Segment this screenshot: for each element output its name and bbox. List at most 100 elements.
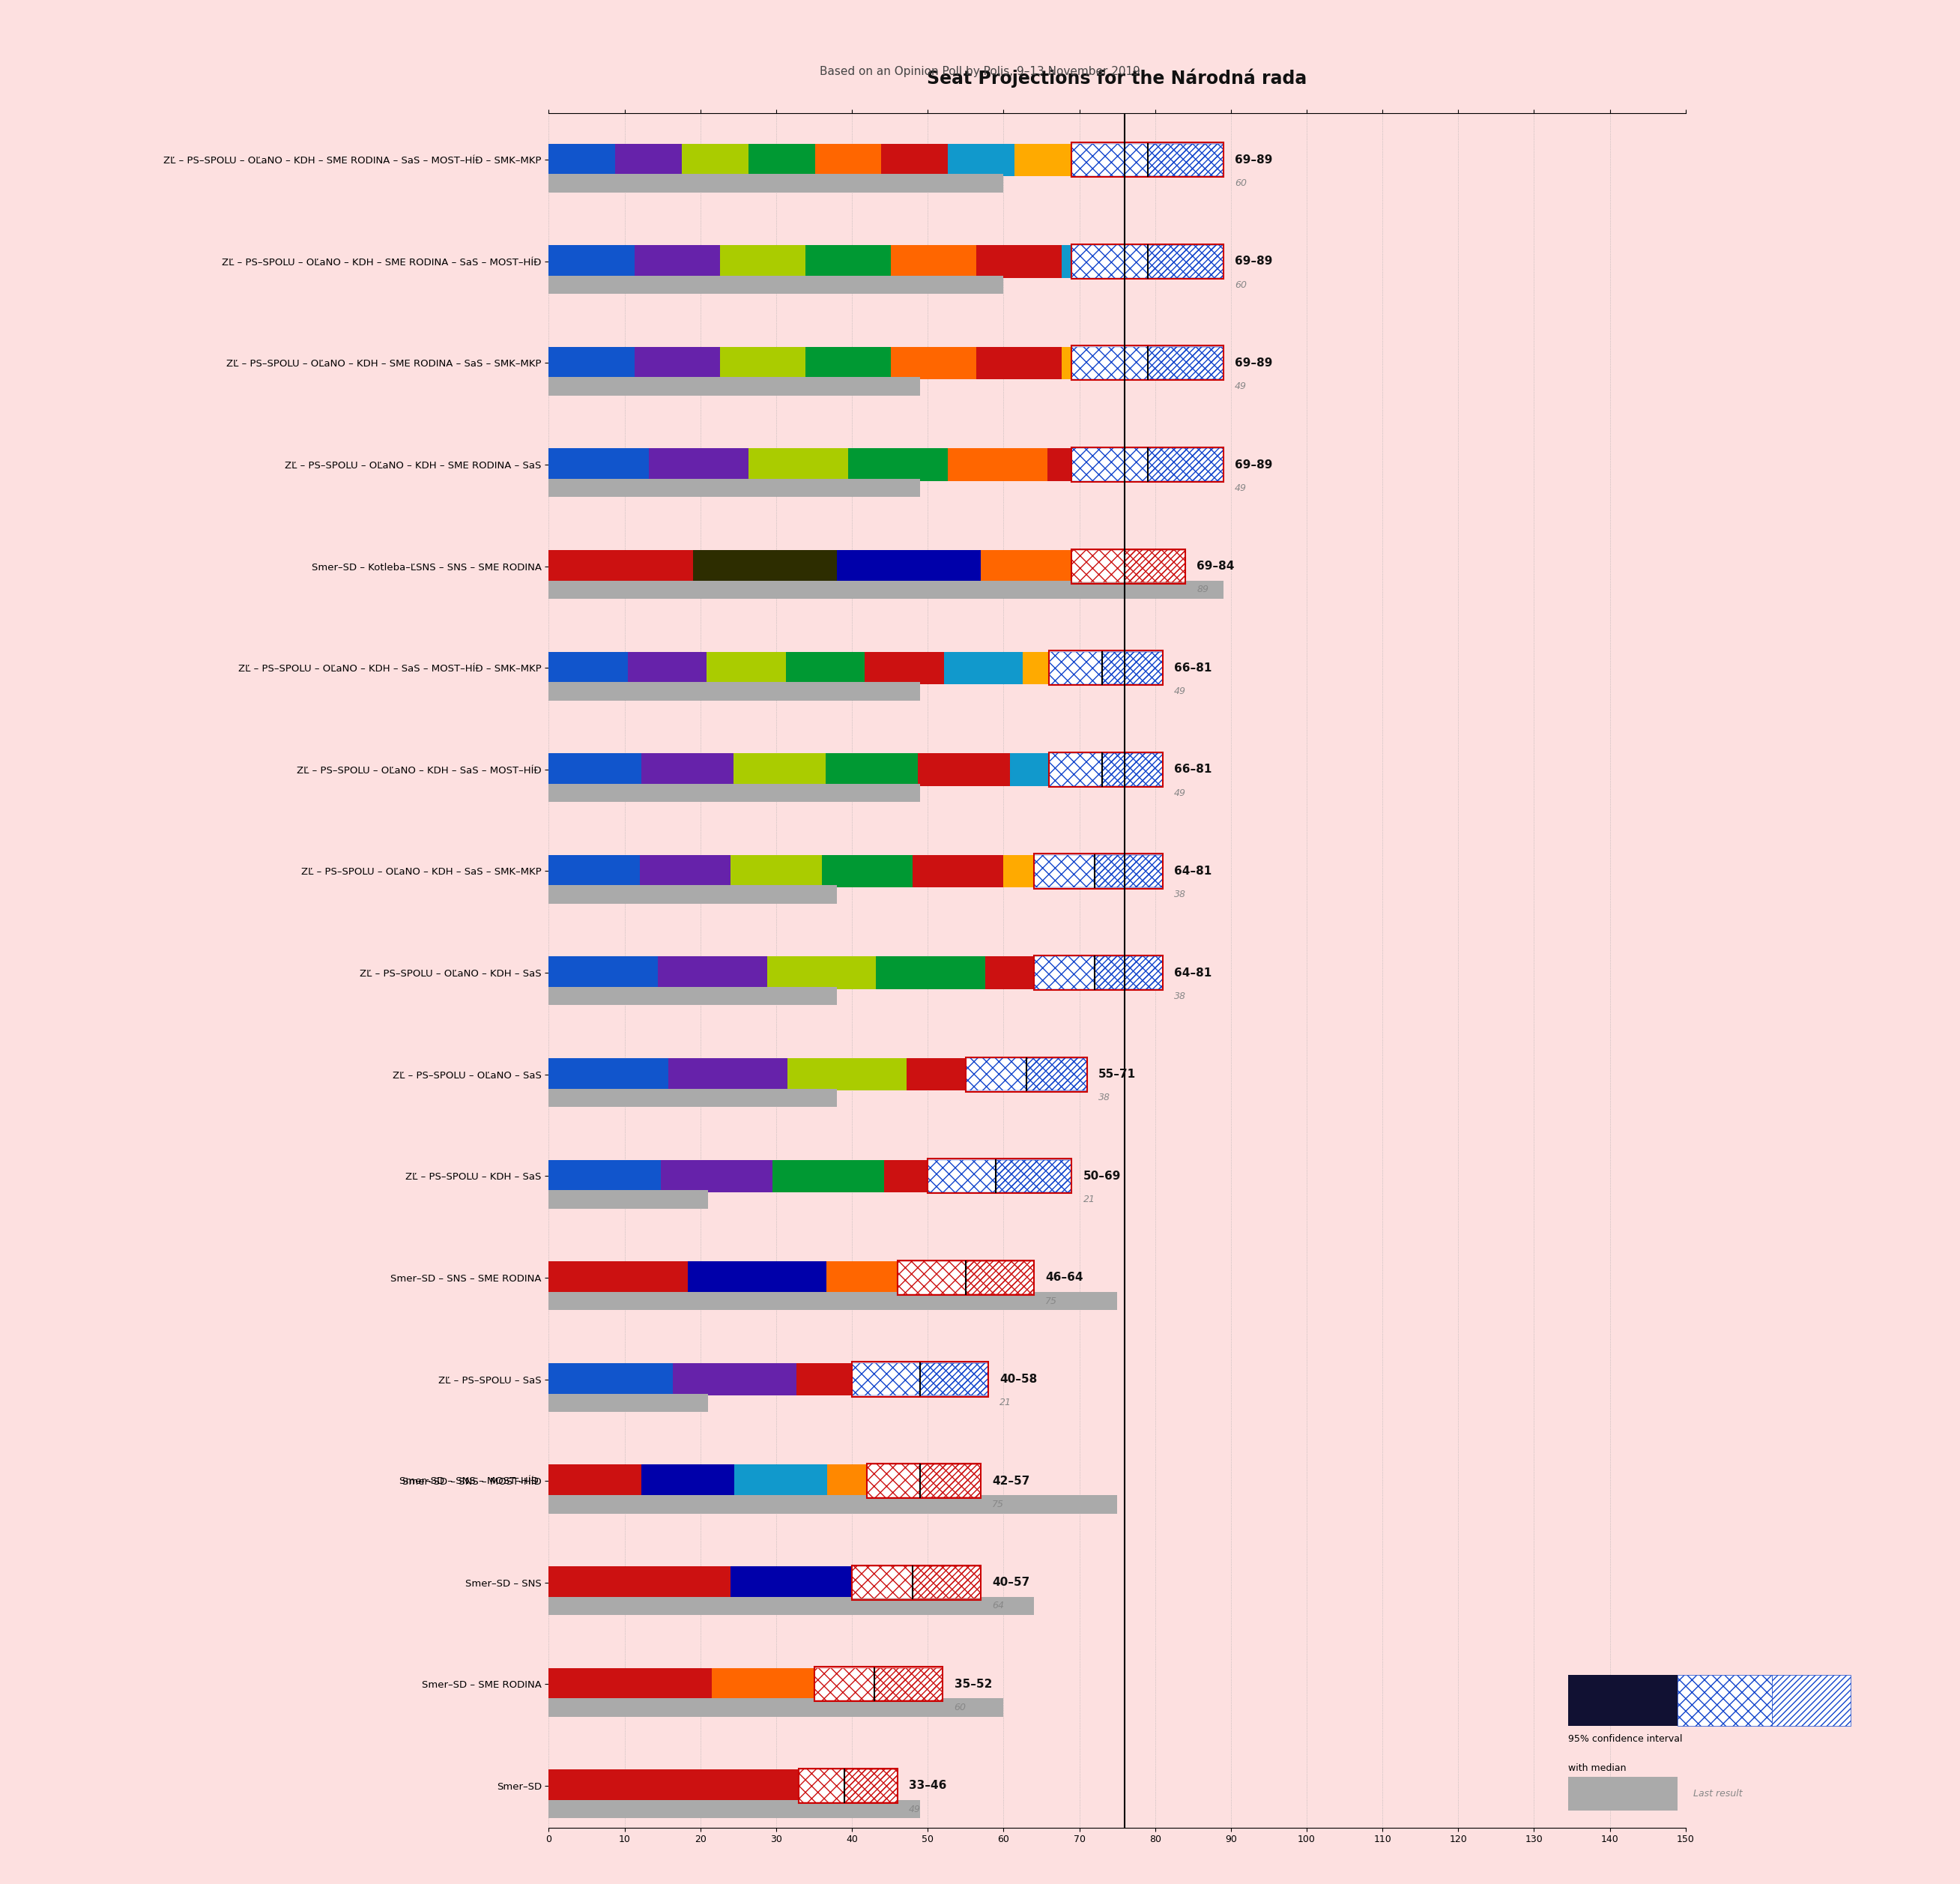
Bar [549,1059,668,1091]
Bar [1072,245,1223,277]
Text: 69–84: 69–84 [1198,561,1235,573]
Bar [1147,143,1223,175]
Bar [549,957,659,989]
Bar [549,682,919,701]
Bar [635,245,719,277]
Bar [927,1159,1072,1193]
Bar [892,347,976,379]
Bar [672,1362,796,1396]
Bar [1049,752,1162,788]
Bar [719,347,806,379]
Text: with median: with median [1568,1763,1627,1773]
Bar [549,754,641,786]
Bar [1147,347,1223,379]
Bar [549,1496,1117,1513]
Bar [1049,754,1162,786]
Bar [827,1262,966,1294]
Bar [892,245,976,277]
Bar [849,448,949,480]
Text: 49: 49 [1235,382,1247,392]
Text: 60: 60 [1235,281,1247,290]
Bar [661,1161,772,1193]
Bar [845,1769,898,1803]
Bar [949,143,1015,175]
Text: 64–81: 64–81 [1174,966,1211,978]
Bar [649,448,749,480]
Bar [549,1362,672,1396]
Text: 33–46: 33–46 [909,1780,947,1792]
Bar [864,652,945,684]
Text: 55–71: 55–71 [1098,1068,1135,1080]
Bar [1072,347,1223,379]
Text: 69–89: 69–89 [1235,256,1272,268]
Bar [1033,855,1162,887]
Bar [639,855,731,887]
Bar [766,957,876,989]
Bar [772,1161,884,1193]
Text: 95% confidence interval: 95% confidence interval [1568,1733,1682,1745]
Title: Seat Projections for the Národná rada: Seat Projections for the Národná rada [927,68,1307,89]
Bar [549,448,649,480]
Bar [1072,447,1223,482]
Text: 66–81: 66–81 [1174,663,1211,674]
Bar [874,1667,943,1701]
Bar [1033,955,1162,991]
Bar [549,885,837,904]
Bar [1072,245,1223,277]
Bar [827,1464,919,1498]
Bar [1082,143,1147,175]
Bar [1072,347,1223,379]
Bar [549,652,627,684]
Bar [966,1059,1088,1091]
Bar [549,1161,661,1193]
Text: Smer–SD – SNS – MOST–HÍĐ: Smer–SD – SNS – MOST–HÍĐ [400,1475,539,1486]
Bar [898,1262,1033,1294]
Bar [1125,550,1186,582]
Bar [882,143,949,175]
Bar [800,1769,898,1803]
Bar [1004,855,1094,887]
Bar [866,1464,980,1498]
Bar [800,1769,898,1803]
Bar [1072,448,1223,480]
Text: 75: 75 [992,1500,1004,1509]
Bar [949,448,1049,480]
Bar [549,784,919,803]
Bar [731,855,821,887]
Text: 50–69: 50–69 [1084,1170,1121,1181]
Bar [549,1262,688,1294]
Bar [549,550,692,582]
Bar [1102,754,1162,786]
Text: Last result: Last result [1693,1788,1742,1799]
Text: 49: 49 [909,1805,921,1814]
Text: 60: 60 [1235,179,1247,188]
Bar [966,1059,1088,1091]
Bar [731,1566,913,1600]
Bar [668,1059,788,1091]
Bar [796,1362,919,1396]
Bar [549,347,635,379]
Bar [1033,957,1162,989]
Bar [825,754,917,786]
Text: 69–89: 69–89 [1235,460,1272,471]
Text: 49: 49 [1174,686,1186,697]
Bar [1049,650,1162,686]
Bar [549,377,919,396]
Bar [549,275,1004,294]
Bar [549,1799,919,1818]
Bar [1049,754,1162,786]
Bar [1772,1675,1850,1726]
Bar [1072,347,1223,381]
Bar [996,1161,1072,1193]
Bar [813,1667,943,1701]
Bar [659,957,766,989]
Bar [884,1161,996,1193]
Bar [821,855,913,887]
Bar [549,173,1004,192]
Bar [1027,1059,1088,1091]
Bar [786,652,864,684]
Bar [907,1059,1027,1091]
Text: 38: 38 [1098,1093,1109,1102]
Bar [1062,245,1147,277]
Text: 38: 38 [1174,889,1186,899]
